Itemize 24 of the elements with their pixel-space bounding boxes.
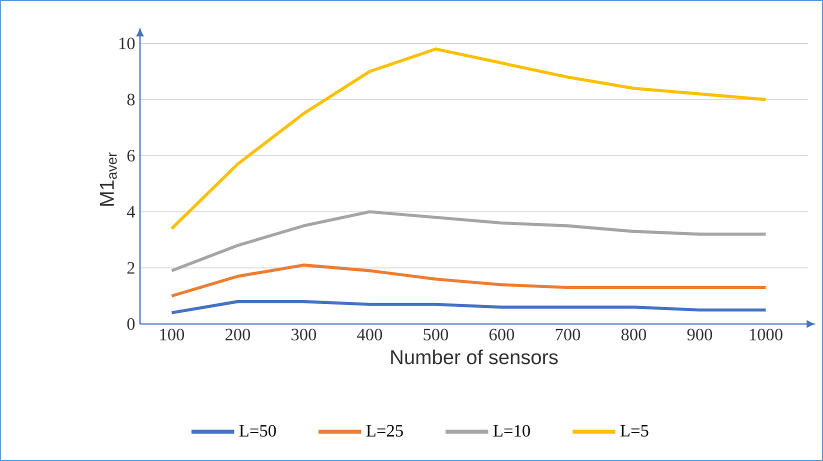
x-tick-label: 800 xyxy=(621,328,646,340)
line-series xyxy=(170,47,768,230)
y-tick-label: 10 xyxy=(119,38,135,50)
legend-label: L=25 xyxy=(366,424,403,437)
x-tick-label: 900 xyxy=(687,328,712,340)
x-tick-label: 1000 xyxy=(750,328,782,340)
y-axis-title: M1$_{aver}$ xyxy=(100,152,117,206)
y-tick-label: 6 xyxy=(127,150,135,162)
x-tick-label: 100 xyxy=(160,328,184,340)
x-tick-label: 400 xyxy=(357,328,382,340)
y-tick-label: 2 xyxy=(127,262,134,274)
y-tick-label: 4 xyxy=(126,206,136,218)
x-tick-label: 500 xyxy=(424,328,448,340)
line-series xyxy=(170,210,768,272)
legend-label: L=10 xyxy=(493,424,530,437)
x-tick-label: 700 xyxy=(556,328,580,340)
legend-label: L=50 xyxy=(239,424,276,437)
x-axis-title: Number of sensors xyxy=(391,350,558,364)
y-tick-label: 0 xyxy=(127,318,135,330)
x-tick-label: 300 xyxy=(292,328,316,340)
x-tick-label: 600 xyxy=(489,328,514,340)
x-tick-label: 200 xyxy=(225,328,250,340)
legend-label: L=5 xyxy=(620,425,648,437)
y-tick-label: 8 xyxy=(127,94,135,106)
